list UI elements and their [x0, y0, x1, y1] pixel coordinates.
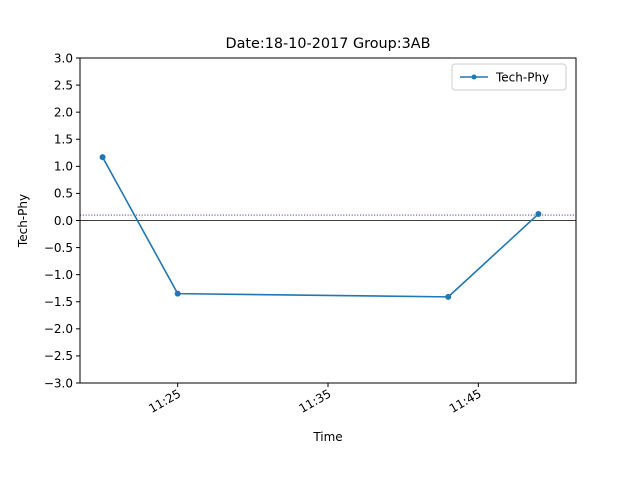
- y-tick-label: −2.5: [44, 349, 73, 363]
- reference-lines: [80, 214, 576, 221]
- y-tick-label: 0.0: [54, 214, 73, 228]
- legend-marker: [471, 74, 477, 80]
- y-tick-label: −1.0: [44, 268, 73, 282]
- y-tick-label: 1.0: [54, 160, 73, 174]
- data-point: [174, 290, 181, 297]
- y-tick-label: 2.5: [54, 78, 73, 92]
- data-point: [445, 293, 452, 300]
- y-tick-label: −1.5: [44, 295, 73, 309]
- series-layer: [99, 154, 542, 300]
- y-tick-label: −0.5: [44, 241, 73, 255]
- y-tick-label: 1.5: [54, 133, 73, 147]
- y-tick-label: 3.0: [54, 51, 73, 65]
- y-tick-label: 0.5: [54, 187, 73, 201]
- series-tech-phy: [99, 154, 542, 300]
- chart-title: Date:18-10-2017 Group:3AB: [226, 36, 431, 52]
- y-axis: 3.0 2.5 2.0 1.5 1.0 0.5 0.0 −0.5 −1.0 −1.5 −2.0 −2.…: [44, 51, 80, 390]
- y-axis-label: Tech-Phy: [16, 194, 30, 248]
- y-tick-label: −2.0: [44, 322, 73, 336]
- y-tick-label: 2.0: [54, 105, 73, 119]
- data-point: [99, 154, 106, 161]
- data-point: [535, 211, 542, 217]
- legend-entry-label: Tech-Phy: [495, 70, 549, 84]
- series-line: [101, 156, 540, 298]
- y-tick-label: −3.0: [44, 376, 73, 390]
- x-axis-label: Time: [312, 430, 342, 444]
- legend-box: [451, 63, 567, 91]
- legend: Tech-Phy: [451, 63, 567, 91]
